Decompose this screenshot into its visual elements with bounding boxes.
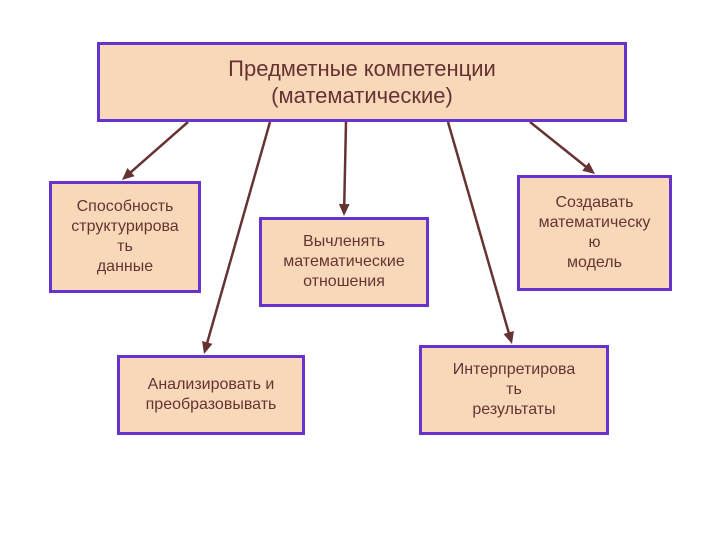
n5-line4: модель <box>539 253 651 273</box>
n4-line1: Интерпретирова <box>453 360 576 380</box>
diagram-canvas: Предметные компетенции (математические) … <box>0 0 720 540</box>
n2-suffix: ть <box>261 396 277 413</box>
node-analyze-transform: Анализировать и преобразовывать <box>117 355 305 435</box>
node-root: Предметные компетенции (математические) <box>97 42 627 122</box>
root-line2: (математические) <box>228 82 496 110</box>
n3-line1: Вычленять <box>283 232 404 252</box>
n1-line3: ть <box>71 237 178 257</box>
node-structure-data: Способность структурирова ть данные <box>49 181 201 293</box>
n4-line3-prefix: результа <box>472 401 536 418</box>
n4-line2: ть <box>453 380 576 400</box>
n5-line3: ю <box>539 233 651 253</box>
n4-line3-suffix: ты <box>537 401 556 418</box>
n5-line1: Создавать <box>539 193 651 213</box>
n2-line1: Анализировать и <box>146 375 277 395</box>
n5-line2: математическу <box>539 213 651 233</box>
node-isolate-relations: Вычленять математические отношения <box>259 217 429 307</box>
node-create-model: Создавать математическу ю модель <box>517 175 672 291</box>
n2-line2: преобразовыва <box>146 396 261 413</box>
n1-line1: Способность <box>71 197 178 217</box>
node-interpret-results: Интерпретирова ть результаты <box>419 345 609 435</box>
root-line1: Предметные компетенции <box>228 55 496 83</box>
n3-line2: математические <box>283 252 404 272</box>
n1-line2: структурирова <box>71 217 178 237</box>
n1-line4: данные <box>71 257 178 277</box>
n3-line3: отношения <box>283 272 404 292</box>
